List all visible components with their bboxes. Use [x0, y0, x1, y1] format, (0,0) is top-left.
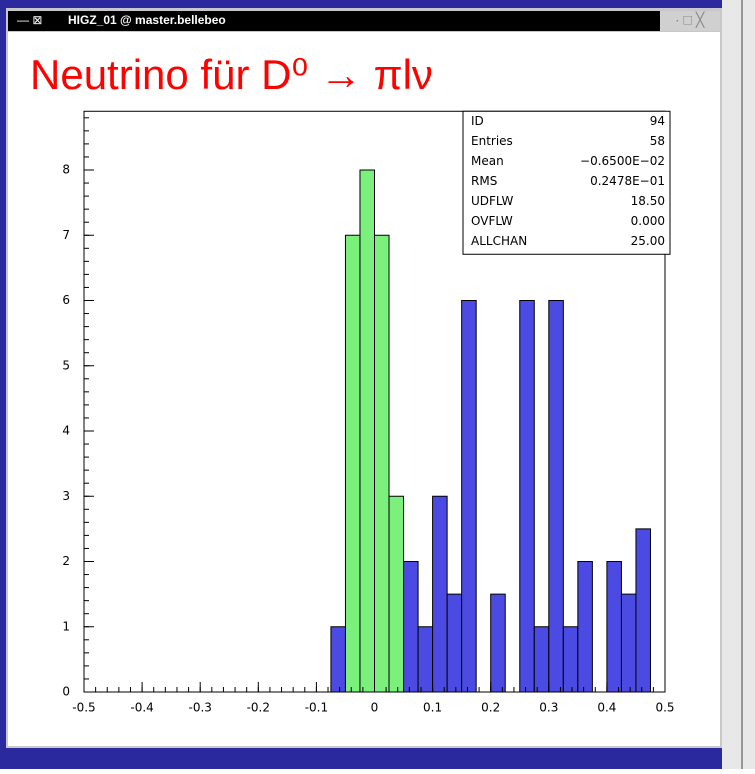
- x-tick-label: -0.4: [130, 701, 153, 715]
- bar: [446, 593, 463, 693]
- x-tick-label: 0: [371, 701, 379, 715]
- bar: [606, 561, 622, 693]
- stat-label: Entries: [471, 134, 513, 148]
- bar: [562, 626, 579, 693]
- window-controls[interactable]: [660, 11, 720, 31]
- stat-value: 58: [650, 134, 665, 148]
- stat-value: −0.6500E−02: [580, 154, 665, 168]
- chart-title: Neutrino für D⁰ → πlν: [30, 51, 433, 98]
- x-tick-label: -0.3: [188, 701, 211, 715]
- y-tick-label: 0: [62, 685, 70, 699]
- bar: [533, 626, 550, 693]
- bar: [344, 234, 361, 693]
- y-tick-label: 3: [62, 489, 70, 503]
- stat-value: 25.00: [631, 234, 665, 248]
- bar: [330, 626, 346, 693]
- bar: [374, 234, 390, 693]
- plot: 0 1 2 3 4 5 6 7 8 -0.5 -0.4 -0.3 -0.2 -0.1 0 0.1 0.2 0.3 0…: [62, 110, 675, 715]
- stat-label: ALLCHAN: [471, 234, 527, 248]
- bar: [417, 626, 434, 693]
- stats-box: [462, 110, 671, 255]
- bar: [388, 495, 405, 693]
- x-tick-label: -0.5: [72, 701, 95, 715]
- stat-value: 18.50: [631, 194, 665, 208]
- x-tick-label: 0.5: [655, 701, 674, 715]
- x-tick-label: 0.2: [481, 701, 500, 715]
- bar: [577, 561, 593, 693]
- bar: [635, 528, 651, 693]
- stat-value: 94: [650, 114, 665, 128]
- x-tick-label: -0.1: [305, 701, 328, 715]
- bar: [359, 169, 376, 693]
- bar: [432, 495, 448, 693]
- stat-label: OVFLW: [471, 214, 513, 228]
- stat-label: UDFLW: [471, 194, 514, 208]
- window-title: HIGZ_01 @ master.bellebeo: [68, 13, 226, 27]
- x-tick-label: 0.4: [597, 701, 616, 715]
- bar: [620, 593, 637, 693]
- y-tick-label: 5: [62, 358, 70, 372]
- background-window: [722, 0, 755, 769]
- bar: [461, 300, 477, 693]
- y-tick-label: 2: [62, 554, 70, 568]
- y-tick-label: 4: [62, 424, 70, 438]
- x-tick-label: 0.3: [539, 701, 558, 715]
- stat-label: RMS: [471, 174, 497, 188]
- bar: [403, 561, 419, 693]
- stat-value: 0.000: [631, 214, 665, 228]
- y-tick-label: 6: [62, 293, 70, 307]
- window-buttons[interactable]: · □ ╳: [675, 12, 706, 29]
- window-menu-icon[interactable]: — ⊠: [17, 13, 42, 27]
- stat-value: 0.2478E−01: [590, 174, 665, 188]
- y-tick-label: 8: [62, 163, 70, 177]
- bar: [490, 593, 506, 693]
- x-tick-label: 0.1: [423, 701, 442, 715]
- stat-label: ID: [471, 114, 484, 128]
- x-tick-label: -0.2: [247, 701, 270, 715]
- bar: [548, 300, 564, 693]
- title-area: [62, 13, 650, 29]
- y-tick-label: 7: [62, 228, 70, 242]
- y-tick-label: 1: [62, 619, 70, 633]
- bar: [519, 300, 535, 693]
- stat-label: Mean: [471, 154, 504, 168]
